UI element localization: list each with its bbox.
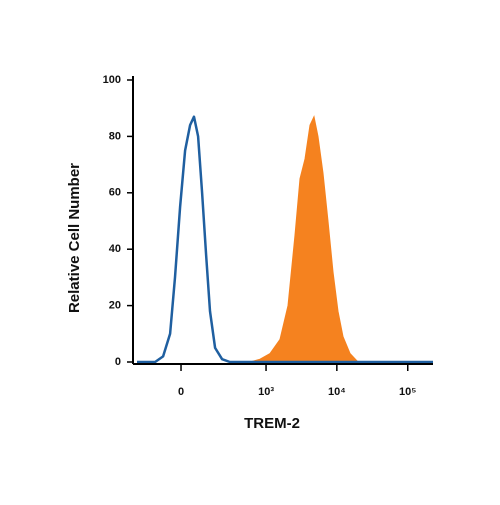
y-tick-label: 40 <box>109 243 121 255</box>
y-tick-label: 20 <box>109 300 121 312</box>
y-tick-label: 0 <box>115 356 121 368</box>
histogram-area <box>249 115 360 363</box>
x-tick-label: 0 <box>178 386 184 398</box>
y-tick-label: 80 <box>109 130 121 142</box>
y-axis-label: Relative Cell Number <box>66 163 83 313</box>
x-tick-label: 10⁴ <box>328 386 346 398</box>
x-axis-label: TREM-2 <box>244 415 300 432</box>
y-tick-label: 60 <box>109 187 121 199</box>
histogram-line <box>137 115 433 364</box>
y-tick-label: 100 <box>103 74 121 86</box>
x-tick-label: 10⁵ <box>399 386 416 398</box>
x-tick-label: 10³ <box>258 386 274 398</box>
